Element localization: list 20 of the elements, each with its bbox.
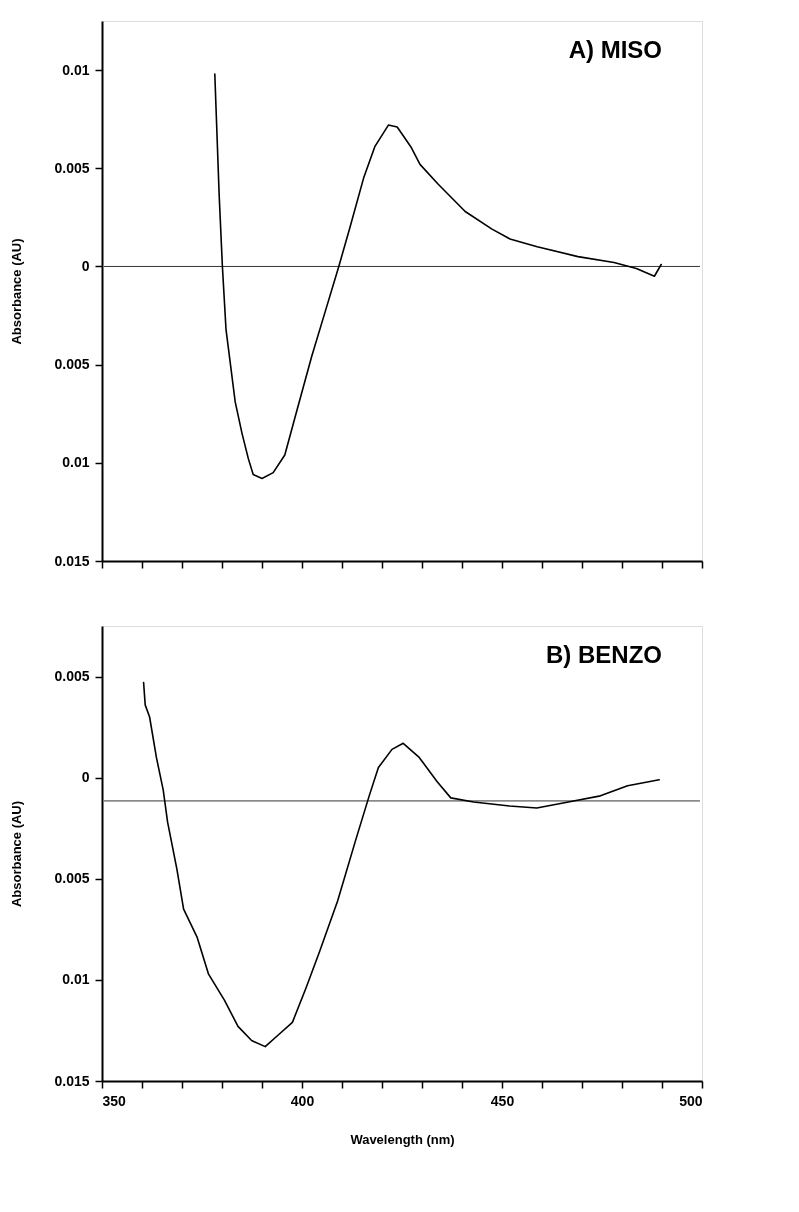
y-tick-label: 0.005 — [54, 159, 90, 176]
y-tick-label: 0.015 — [54, 552, 90, 569]
y-tick-label: 0.01 — [62, 61, 90, 78]
text: A) MISO — [568, 36, 662, 63]
y-tick-label: 0.015 — [54, 1072, 90, 1089]
y-axis-title: Absorbance (AU) — [9, 800, 25, 908]
y-tick-label: 0.01 — [62, 971, 90, 988]
y-tick-label: 0.005 — [54, 356, 90, 373]
y-tick-label: 0.005 — [54, 668, 90, 685]
y-tick-label: 0.005 — [54, 870, 90, 887]
x-tick-label: 350 — [102, 1092, 127, 1109]
x-tick-label: 500 — [679, 1092, 703, 1109]
text: B) BENZO — [546, 641, 662, 668]
y-axis-title: Absorbance (AU) — [9, 238, 25, 345]
y-tick-label: 0 — [81, 257, 90, 274]
x-axis-title: Wavelength (nm) — [350, 1131, 455, 1147]
x-tick-label: 400 — [290, 1092, 315, 1109]
x-tick-label: 450 — [490, 1092, 515, 1109]
y-tick-label: 0.01 — [62, 454, 90, 471]
y-tick-label: 0 — [81, 769, 90, 786]
